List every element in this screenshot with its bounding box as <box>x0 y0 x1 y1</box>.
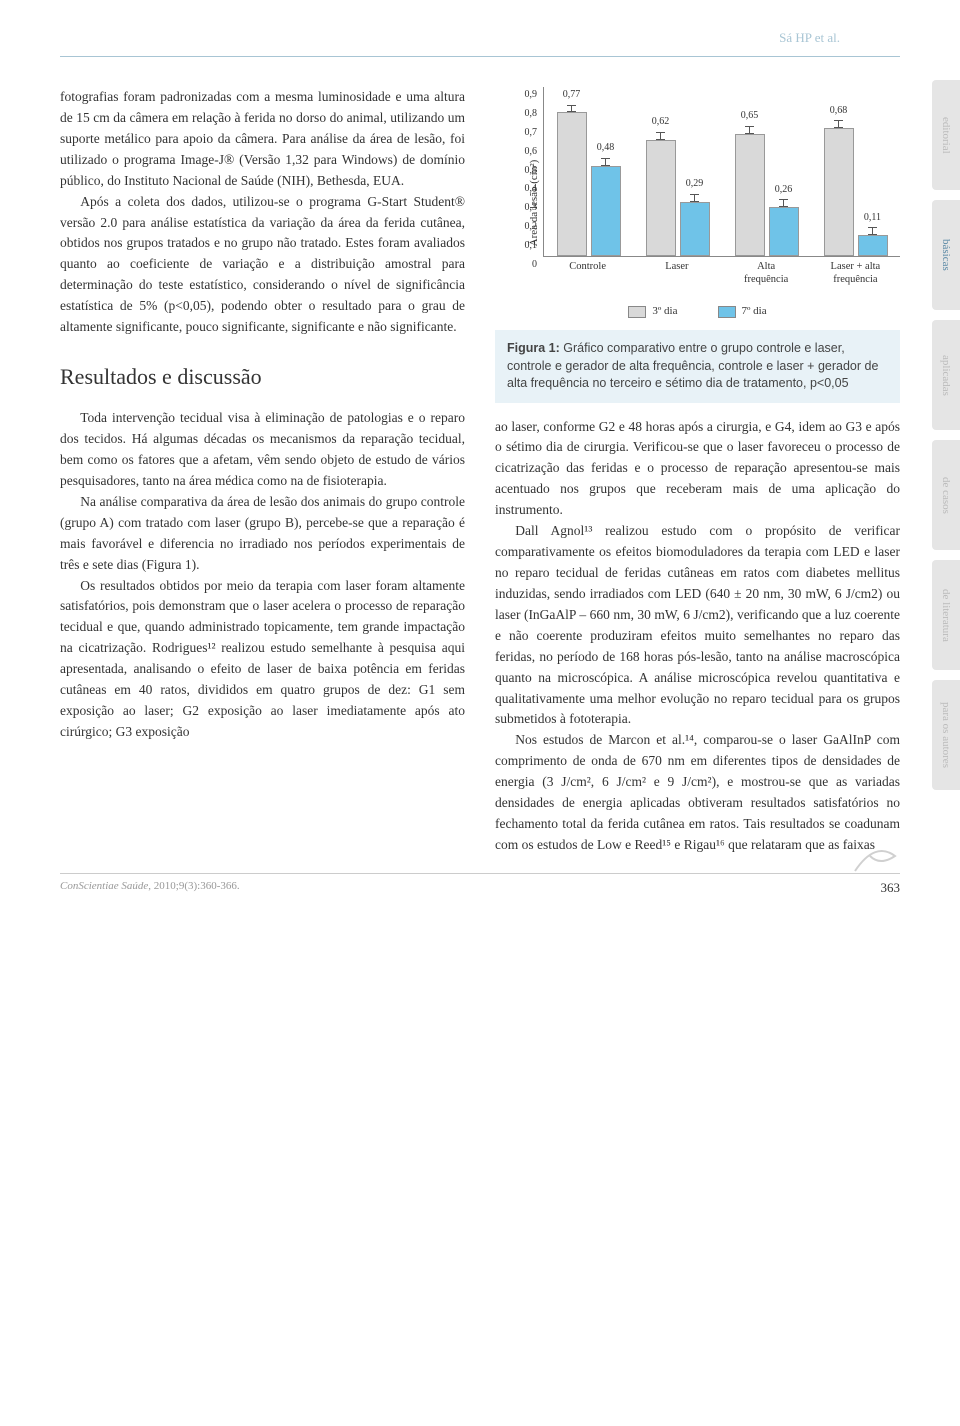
bar: 0,48 <box>591 87 621 256</box>
page-number: 363 <box>881 880 901 896</box>
journal-name: ConScientiae Saúde <box>60 880 148 892</box>
xlabel: Laser <box>632 257 721 297</box>
header-author: Sá HP et al. <box>779 30 840 45</box>
error-bar <box>749 126 750 134</box>
bar-rect <box>858 235 888 256</box>
caption-text: Gráfico comparativo entre o grupo contro… <box>507 341 878 390</box>
side-tab[interactable]: editorial <box>932 80 960 190</box>
bar-group: 0,62 0,29 <box>633 87 722 256</box>
content-columns: fotografias foram padronizadas com a mes… <box>0 87 960 856</box>
bar-value-label: 0,26 <box>775 182 793 198</box>
xlabels: ControleLaserAltafrequênciaLaser + altaf… <box>543 257 900 297</box>
bar: 0,77 <box>557 87 587 256</box>
chart-plot: 0,77 0,48 0,62 0,29 0,65 0,26 0,68 0,11 <box>543 87 900 257</box>
legend-label: 3º dia <box>652 303 677 320</box>
bar: 0,62 <box>646 87 676 256</box>
bar-rect <box>769 207 799 256</box>
right-column: Área da lesão (cm²) 0,90,80,70,60,50,40,… <box>495 87 900 856</box>
error-bar <box>838 120 839 128</box>
para: Após a coleta dos dados, utilizou-se o p… <box>60 192 465 338</box>
error-bar <box>694 194 695 202</box>
error-bar <box>571 105 572 113</box>
para: Toda intervenção tecidual visa à elimina… <box>60 408 465 492</box>
side-tabs: editorial básicas aplicadas de casos de lite… <box>932 80 960 800</box>
page-footer: ConScientiae Saúde, 2010;9(3):360-366. 3… <box>60 873 900 896</box>
bar-value-label: 0,48 <box>597 140 615 156</box>
legend-swatch <box>718 306 736 318</box>
bar-rect <box>557 112 587 256</box>
bar-rect <box>680 202 710 256</box>
yticks: 0,90,80,70,60,50,40,30,20,10 <box>517 87 541 257</box>
bar-rect <box>735 134 765 256</box>
legend-item: 7º dia <box>718 303 767 320</box>
para: Nos estudos de Marcon et al.¹⁴, comparou… <box>495 730 900 856</box>
bar-value-label: 0,29 <box>686 176 704 192</box>
error-bar <box>605 158 606 166</box>
bar-group: 0,65 0,26 <box>722 87 811 256</box>
bar: 0,65 <box>735 87 765 256</box>
xlabel: Controle <box>543 257 632 297</box>
para: Na análise comparativa da área de lesão … <box>60 492 465 576</box>
para: ao laser, conforme G2 e 48 horas após a … <box>495 417 900 522</box>
bar-value-label: 0,11 <box>864 210 881 226</box>
journal-ref: , 2010;9(3):360-366. <box>148 880 239 892</box>
bar-group: 0,68 0,11 <box>811 87 900 256</box>
bar: 0,11 <box>858 87 888 256</box>
bar-rect <box>824 128 854 256</box>
bar-group: 0,77 0,48 <box>544 87 633 256</box>
chart-legend: 3º dia 7º dia <box>495 303 900 320</box>
error-bar <box>783 199 784 207</box>
bar-rect <box>591 166 621 256</box>
error-bar <box>872 227 873 235</box>
bar: 0,26 <box>769 87 799 256</box>
bar-value-label: 0,62 <box>652 114 670 130</box>
bar-rect <box>646 140 676 256</box>
footer-swirl-icon <box>850 836 900 876</box>
para: Dall Agnol¹³ realizou estudo com o propó… <box>495 521 900 730</box>
figure-caption: Figura 1: Gráfico comparativo entre o gr… <box>495 330 900 403</box>
section-heading: Resultados e discussão <box>60 360 465 394</box>
bar-value-label: 0,65 <box>741 108 759 124</box>
page-header: Sá HP et al. <box>60 0 900 57</box>
para: Os resultados obtidos por meio da terapi… <box>60 576 465 743</box>
bar: 0,68 <box>824 87 854 256</box>
side-tab[interactable]: básicas <box>932 200 960 310</box>
legend-item: 3º dia <box>628 303 677 320</box>
side-tab[interactable]: aplicadas <box>932 320 960 430</box>
legend-swatch <box>628 306 646 318</box>
error-bar <box>660 132 661 140</box>
footer-left: ConScientiae Saúde, 2010;9(3):360-366. <box>60 880 240 896</box>
chart-area: Área da lesão (cm²) 0,90,80,70,60,50,40,… <box>495 87 900 297</box>
side-tab[interactable]: de literatura <box>932 560 960 670</box>
left-column: fotografias foram padronizadas com a mes… <box>60 87 465 856</box>
side-tab[interactable]: de casos <box>932 440 960 550</box>
para: fotografias foram padronizadas com a mes… <box>60 87 465 192</box>
figure-1: Área da lesão (cm²) 0,90,80,70,60,50,40,… <box>495 87 900 403</box>
bar-value-label: 0,77 <box>563 87 581 103</box>
bar: 0,29 <box>680 87 710 256</box>
bar-value-label: 0,68 <box>830 103 848 119</box>
legend-label: 7º dia <box>742 303 767 320</box>
caption-bold: Figura 1: <box>507 341 560 355</box>
xlabel: Altafrequência <box>722 257 811 297</box>
xlabel: Laser + altafrequência <box>811 257 900 297</box>
side-tab[interactable]: para os autores <box>932 680 960 790</box>
